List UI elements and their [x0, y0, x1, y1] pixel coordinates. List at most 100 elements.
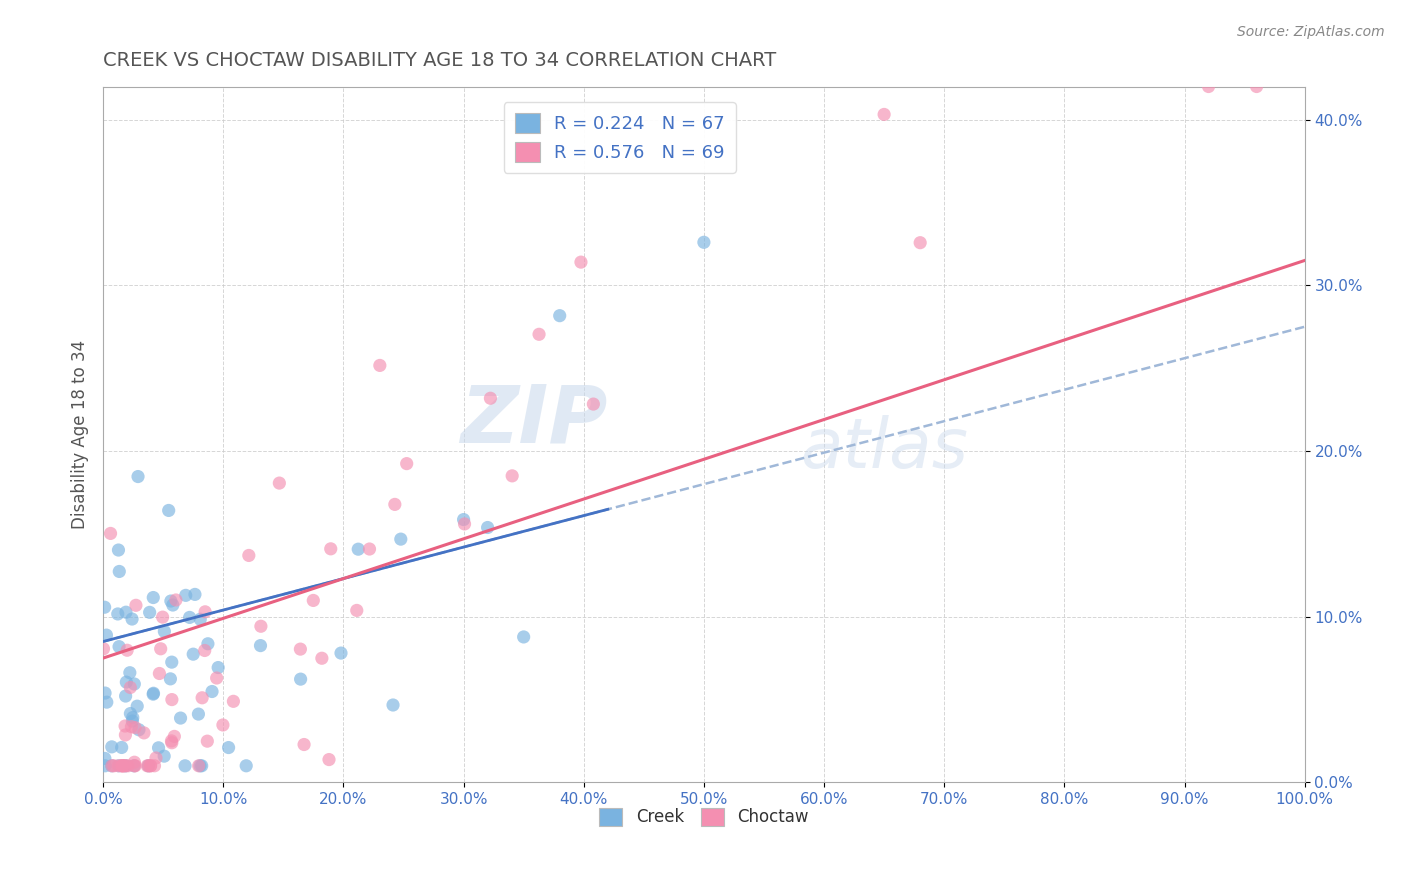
Point — [207, 660, 229, 674]
Point — [108, 759, 131, 773]
Point — [382, 698, 405, 712]
Point — [124, 677, 146, 691]
Point — [582, 397, 605, 411]
Point — [120, 720, 142, 734]
Point — [453, 512, 475, 526]
Point — [128, 723, 150, 737]
Point — [94, 686, 117, 700]
Point — [143, 759, 166, 773]
Point — [100, 526, 122, 541]
Point — [124, 756, 146, 770]
Point — [111, 740, 134, 755]
Point — [318, 753, 340, 767]
Point — [290, 672, 312, 686]
Point — [160, 655, 183, 669]
Point — [121, 612, 143, 626]
Text: Source: ZipAtlas.com: Source: ZipAtlas.com — [1237, 25, 1385, 39]
Point — [302, 593, 325, 607]
Point — [218, 740, 240, 755]
Point — [249, 639, 271, 653]
Point — [693, 235, 716, 250]
Point — [114, 759, 136, 773]
Point — [194, 643, 217, 657]
Point — [114, 759, 136, 773]
Point — [160, 594, 183, 608]
Point — [132, 726, 155, 740]
Point — [389, 532, 412, 546]
Point — [138, 759, 160, 773]
Point — [319, 541, 342, 556]
Point — [384, 497, 406, 511]
Point — [118, 665, 141, 680]
Point — [347, 542, 370, 557]
Point — [108, 565, 131, 579]
Point — [477, 520, 499, 534]
Point — [124, 721, 146, 735]
Point — [569, 255, 592, 269]
Point — [148, 666, 170, 681]
Point — [163, 730, 186, 744]
Point — [153, 624, 176, 639]
Point — [290, 642, 312, 657]
Point — [139, 759, 162, 773]
Point — [235, 759, 257, 773]
Point — [548, 309, 571, 323]
Point — [501, 468, 523, 483]
Point — [212, 718, 235, 732]
Point — [114, 689, 136, 703]
Point — [165, 593, 187, 607]
Point — [145, 751, 167, 765]
Text: atlas: atlas — [800, 415, 967, 482]
Point — [120, 706, 142, 721]
Point — [512, 630, 534, 644]
Point — [122, 759, 145, 773]
Point — [142, 591, 165, 605]
Point — [111, 759, 134, 773]
Point — [159, 672, 181, 686]
Point — [187, 707, 209, 722]
Point — [103, 759, 125, 773]
Point — [149, 641, 172, 656]
Point — [100, 739, 122, 754]
Point — [111, 759, 134, 773]
Point — [142, 686, 165, 700]
Point — [160, 734, 183, 748]
Point — [148, 740, 170, 755]
Point — [191, 690, 214, 705]
Point — [527, 327, 550, 342]
Point — [107, 607, 129, 621]
Point — [127, 699, 149, 714]
Point — [1246, 79, 1268, 94]
Point — [121, 714, 143, 728]
Point — [120, 681, 142, 695]
Point — [169, 711, 191, 725]
Point — [114, 759, 136, 773]
Point — [108, 640, 131, 654]
Point — [179, 610, 201, 624]
Point — [197, 637, 219, 651]
Point — [96, 695, 118, 709]
Point — [330, 646, 353, 660]
Point — [100, 759, 122, 773]
Point — [138, 606, 160, 620]
Point — [94, 759, 117, 773]
Point — [453, 516, 475, 531]
Legend: Creek, Choctaw: Creek, Choctaw — [592, 801, 815, 833]
Point — [93, 600, 115, 615]
Point — [152, 610, 174, 624]
Point — [187, 759, 209, 773]
Point — [124, 759, 146, 773]
Text: ZIP: ZIP — [460, 382, 607, 459]
Point — [94, 751, 117, 765]
Point — [111, 759, 134, 773]
Point — [873, 107, 896, 121]
Point — [107, 543, 129, 558]
Point — [117, 759, 139, 773]
Point — [222, 694, 245, 708]
Point — [139, 759, 162, 773]
Point — [174, 588, 197, 602]
Point — [181, 647, 204, 661]
Point — [479, 391, 502, 405]
Point — [93, 641, 115, 656]
Point — [107, 759, 129, 773]
